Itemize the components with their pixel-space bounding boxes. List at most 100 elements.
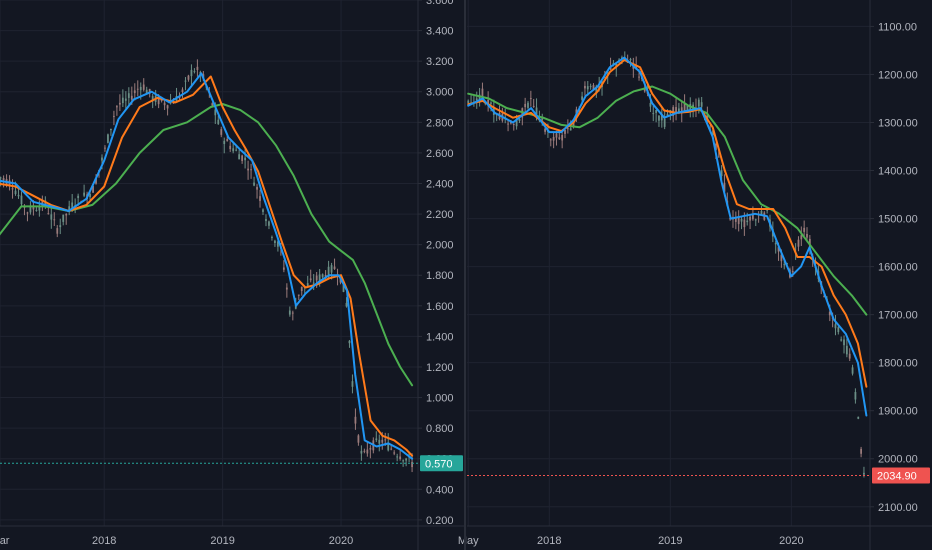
candle-body <box>327 266 330 278</box>
candle-body <box>288 310 291 315</box>
candle-body <box>211 103 214 106</box>
y-tick-label: 2000.00 <box>878 454 918 466</box>
series-line <box>467 56 868 417</box>
candle-body <box>104 147 106 149</box>
candle-body <box>315 275 318 281</box>
candle-body <box>268 221 270 226</box>
y-tick-label: 2.600 <box>426 148 454 160</box>
y-tick-label: 2.800 <box>426 117 454 129</box>
candle-body <box>166 105 169 109</box>
y-tick-label: 1.000 <box>426 393 454 405</box>
candle-body <box>393 452 396 454</box>
candle-body <box>366 449 369 454</box>
candle-body <box>734 217 737 222</box>
candle-body <box>259 196 261 201</box>
y-tick-label: 0.200 <box>426 515 454 527</box>
candle-body <box>148 89 151 94</box>
candle-body <box>47 213 50 215</box>
candle-body <box>2 178 5 180</box>
candle-body <box>552 136 555 141</box>
candle-body <box>783 264 786 266</box>
left-chart-panel[interactable]: 3.600 3.400 3.200 3.000 2.800 2.600 2.400 2.200… <box>0 0 465 550</box>
candle-body <box>68 206 71 211</box>
candle-body <box>518 118 521 121</box>
candle-body <box>652 113 655 115</box>
y-tick-label: 0.400 <box>426 484 454 496</box>
candle-body <box>686 105 689 111</box>
candle-body <box>510 121 512 124</box>
candle-body <box>250 169 252 171</box>
y-tick-label: 2100.00 <box>878 502 918 514</box>
candle-body <box>50 214 53 220</box>
candle-body <box>241 155 244 161</box>
y-tick-label: 1600.00 <box>878 262 918 274</box>
candle-body <box>629 58 632 61</box>
x-tick-label: Mar <box>0 535 10 547</box>
candle-body <box>860 448 863 454</box>
candle-body <box>399 456 402 460</box>
candle-body <box>680 107 683 114</box>
right-chart-panel[interactable]: 1100.00 1200.00 1300.00 1400.00 1500.00 1600.… <box>458 0 932 550</box>
y-tick-label: 1400.00 <box>878 166 918 178</box>
y-tick-label: 1300.00 <box>878 117 918 129</box>
candle-body <box>544 128 546 132</box>
candle-body <box>558 137 561 140</box>
candle-body <box>71 202 74 210</box>
candle-body <box>297 294 300 296</box>
candle-body <box>107 134 109 143</box>
candle-body <box>487 99 490 106</box>
candle-body <box>306 283 309 287</box>
candle-body <box>712 130 714 135</box>
price-axis-background[interactable] <box>870 0 932 550</box>
candle-body <box>274 240 276 244</box>
candle-body <box>586 86 589 90</box>
y-tick-label: 1.400 <box>426 331 454 343</box>
y-tick-label: 0.800 <box>426 423 454 435</box>
candle-body <box>632 66 635 69</box>
candle-body <box>595 86 598 94</box>
candle-body <box>845 345 848 355</box>
x-tick-label: 2020 <box>779 535 803 547</box>
candle-body <box>151 96 154 102</box>
last-price-tag <box>872 467 930 484</box>
candle-body <box>95 178 97 184</box>
candle-body <box>566 128 569 130</box>
candle-body <box>475 98 478 101</box>
candle-body <box>83 192 85 196</box>
candle-body <box>797 239 800 247</box>
candle-body <box>774 243 777 245</box>
y-tick-label: 3.200 <box>426 56 454 68</box>
series-line <box>0 72 414 460</box>
candle-body <box>318 274 321 282</box>
candle-body <box>247 168 249 171</box>
candle-body <box>118 102 121 105</box>
candle-body <box>863 472 865 475</box>
y-tick-label: 1800.00 <box>878 358 918 370</box>
candle-body <box>524 103 527 108</box>
y-tick-label: 1500.00 <box>878 214 918 226</box>
candle-body <box>706 114 709 119</box>
candle-body <box>381 439 384 443</box>
candle-body <box>723 182 726 192</box>
candle-body <box>77 195 80 199</box>
candle-body <box>226 139 229 142</box>
candle-body <box>360 450 363 454</box>
candle-body <box>638 76 640 78</box>
candle-body <box>717 156 720 158</box>
candle-body <box>675 107 677 114</box>
candle-body <box>115 106 118 108</box>
candle-body <box>564 130 566 134</box>
candle-body <box>369 448 372 450</box>
last-price-tag <box>420 455 463 472</box>
candle-body <box>41 199 44 207</box>
candle-body <box>253 182 255 186</box>
candle-body <box>834 324 837 329</box>
candle-body <box>660 114 663 121</box>
candle-body <box>321 274 324 278</box>
x-tick-label: 2018 <box>537 535 561 547</box>
candle-body <box>238 154 241 160</box>
candle-body <box>766 209 769 211</box>
candle-body <box>235 149 238 151</box>
candle-body <box>312 282 315 284</box>
series-line <box>0 75 414 457</box>
